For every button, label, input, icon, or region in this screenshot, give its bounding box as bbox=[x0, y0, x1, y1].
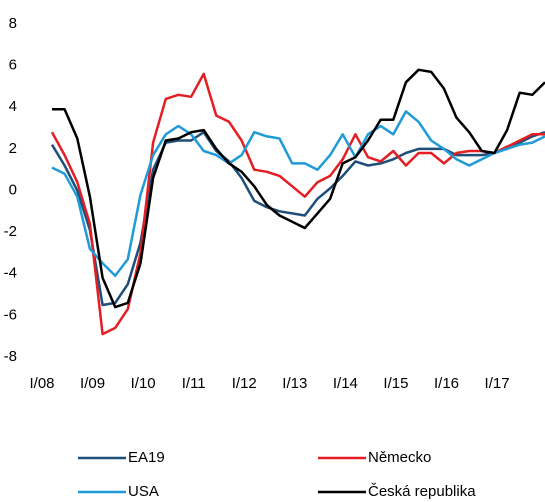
series-line bbox=[50, 72, 545, 336]
x-tick-label: I/11 bbox=[182, 375, 206, 392]
x-tick-label: I/14 bbox=[333, 375, 358, 392]
x-tick-label: I/10 bbox=[131, 375, 156, 392]
x-tick-label: I/12 bbox=[232, 375, 257, 392]
y-tick-label: 0 bbox=[9, 181, 17, 198]
y-tick-label: -4 bbox=[4, 265, 17, 282]
y-tick-label: -2 bbox=[4, 223, 17, 240]
x-tick-label: I/16 bbox=[434, 375, 459, 392]
x-tick-label: I/13 bbox=[282, 375, 307, 392]
y-tick-label: 6 bbox=[9, 57, 17, 74]
series-line bbox=[52, 68, 545, 309]
y-tick-label: -8 bbox=[4, 348, 17, 365]
x-tick-label: I/15 bbox=[383, 375, 408, 392]
y-tick-label: 4 bbox=[9, 98, 17, 115]
series-line bbox=[51, 110, 545, 278]
legend-label: EA19 bbox=[128, 449, 165, 466]
y-tick-label: 2 bbox=[9, 140, 17, 157]
legend-label: Česká republika bbox=[368, 483, 476, 500]
legend-label: USA bbox=[128, 483, 159, 500]
x-tick-label: I/09 bbox=[80, 375, 105, 392]
y-tick-label: -6 bbox=[4, 306, 17, 323]
x-tick-label: I/08 bbox=[29, 375, 54, 392]
x-tick-label: I/17 bbox=[485, 375, 510, 392]
series-line bbox=[50, 130, 545, 307]
legend-label: Německo bbox=[368, 449, 431, 466]
y-tick-label: 8 bbox=[9, 15, 17, 32]
